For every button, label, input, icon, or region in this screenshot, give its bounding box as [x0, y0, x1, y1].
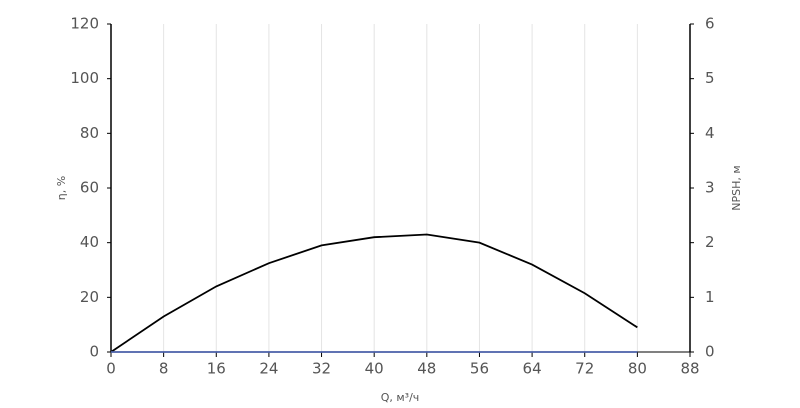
x-tick-label: 48 [417, 360, 436, 378]
y-tick-label: 20 [80, 288, 99, 306]
x-tick-label: 72 [575, 360, 594, 378]
y-tick-label: 100 [70, 69, 99, 87]
x-tick-label: 0 [106, 360, 116, 378]
x-tick-label: 88 [680, 360, 699, 378]
x-tick-label: 24 [259, 360, 278, 378]
x-tick-label: 16 [207, 360, 226, 378]
x-axis-label: Q, м³/ч [381, 391, 420, 404]
y2-tick-label: 2 [705, 233, 715, 251]
x-tick-label: 56 [470, 360, 489, 378]
series-line [110, 233, 638, 353]
y-axis-label: η, % [55, 176, 68, 200]
y2-tick-label: 4 [705, 124, 715, 142]
y-tick-label: 60 [80, 179, 99, 197]
y2-tick-label: 6 [705, 15, 715, 33]
y2-axis-label: NPSH, м [730, 165, 743, 210]
x-tick-label: 8 [159, 360, 169, 378]
y2-tick-label: 0 [705, 343, 715, 361]
y2-tick-label: 3 [705, 179, 715, 197]
y-tick-label: 40 [80, 233, 99, 251]
x-tick-label: 40 [365, 360, 384, 378]
x-tick-label: 32 [312, 360, 331, 378]
y-tick-label: 0 [89, 343, 99, 361]
y2-tick-label: 5 [705, 69, 715, 87]
y-tick-label: 120 [70, 15, 99, 33]
y-tick-label: 80 [80, 124, 99, 142]
x-tick-label: 80 [628, 360, 647, 378]
x-tick-label: 64 [523, 360, 542, 378]
y2-tick-label: 1 [705, 288, 715, 306]
